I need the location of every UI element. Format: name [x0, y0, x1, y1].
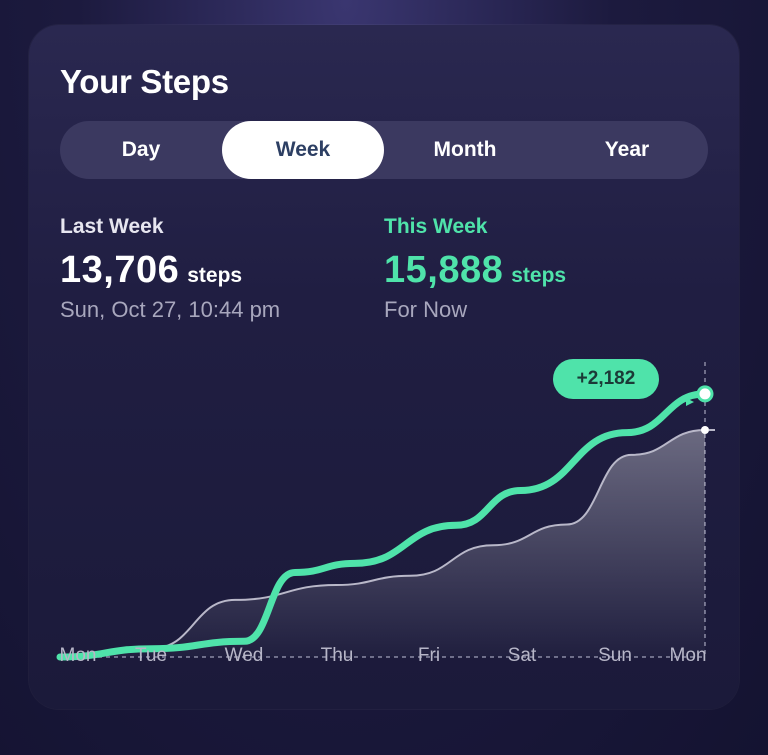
- last-week-steps: 13,706 steps: [60, 249, 242, 292]
- x-label-wed: Wed: [224, 645, 264, 666]
- x-label-sat: Sat: [507, 645, 537, 666]
- tab-week[interactable]: Week: [222, 121, 384, 179]
- this-week-unit: steps: [511, 264, 567, 287]
- badge-pointer: [686, 398, 694, 406]
- last-week-end-point: [701, 425, 709, 434]
- this-week-steps: 15,888 steps: [384, 249, 566, 292]
- tab-month[interactable]: Month: [433, 138, 497, 161]
- page-title: Your Steps: [60, 63, 229, 100]
- last-week-line: [59, 429, 706, 658]
- this-week-label: This Week: [384, 215, 488, 238]
- x-label-fri: Fri: [417, 645, 441, 666]
- last-week-label: Last Week: [60, 215, 164, 238]
- x-label-tue: Tue: [134, 645, 168, 666]
- x-label-mon-end: Mon: [669, 645, 707, 666]
- this-week-value: 15,888: [384, 249, 504, 291]
- this-week-line: [56, 390, 709, 661]
- this-week-status: For Now: [384, 297, 468, 322]
- this-week-end-point[interactable]: [696, 385, 714, 403]
- x-label-thu: Thu: [320, 645, 354, 666]
- x-label-sun: Sun: [598, 645, 632, 666]
- tab-day[interactable]: Day: [121, 138, 161, 161]
- x-label-mon-start: Mon: [59, 645, 97, 666]
- period-segmented-control: Day Week Month Year: [60, 121, 708, 179]
- last-week-unit: steps: [187, 264, 243, 287]
- tab-year[interactable]: Year: [604, 138, 650, 161]
- last-week-date: Sun, Oct 27, 10:44 pm: [60, 297, 281, 322]
- last-week-area: [60, 430, 705, 657]
- last-week-value: 13,706: [60, 249, 180, 291]
- difference-badge: +2,182: [553, 359, 659, 399]
